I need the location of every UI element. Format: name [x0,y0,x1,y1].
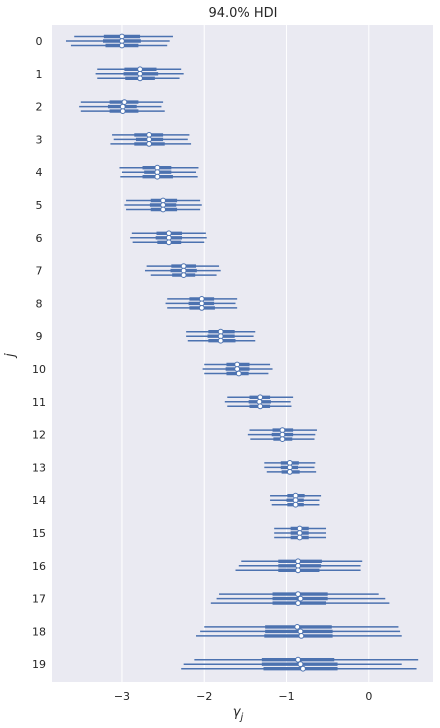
plot-area [52,25,433,682]
grid-lines [121,25,370,682]
median-point [279,436,286,443]
y-tick-label: 6 [36,232,43,245]
median-point [300,665,306,672]
y-tick-label: 18 [32,625,46,638]
median-point [217,337,224,344]
y-tick-label: 14 [32,494,46,507]
x-tick-label: −1 [278,690,294,703]
x-tick-label: 0 [365,690,372,703]
median-point [296,534,303,541]
y-tick-label: 15 [32,527,46,540]
y-tick-label: 1 [36,68,43,81]
median-point [198,305,205,311]
x-tick-label: −3 [114,690,130,703]
x-axis-title: γj [233,705,244,723]
hdi-intervals [65,33,419,672]
y-tick-label: 3 [36,133,43,146]
median-point [295,591,301,597]
y-tick-label: 17 [32,593,46,606]
median-point [235,370,242,377]
chart-title: 94.0% HDI [208,6,277,21]
median-point [146,141,153,147]
median-point [256,398,263,405]
y-tick-label: 2 [36,101,43,114]
median-point [257,394,264,401]
median-point [180,272,187,279]
x-tick-labels: −3 −2 −1 0 [114,690,372,703]
median-point [160,206,166,213]
median-point [297,661,304,668]
y-tick-label: 8 [36,297,43,310]
median-point [294,624,301,630]
median-point [165,239,172,246]
y-tick-label: 9 [36,330,43,343]
x-axis-title-subscript: j [238,712,243,723]
median-point [119,108,126,114]
y-tick-label: 4 [36,166,43,179]
y-tick-label: 5 [36,199,43,212]
y-axis-title: j [3,353,18,359]
y-tick-label: 7 [36,265,43,278]
median-point [295,656,301,663]
y-tick-label: 16 [32,560,46,573]
y-tick-label: 11 [32,396,46,409]
y-tick-label: 19 [32,658,46,671]
median-point [154,173,161,180]
median-point [297,628,304,635]
y-tick-label: 12 [32,429,46,442]
median-point [292,501,299,508]
x-tick-label: −2 [196,690,212,703]
median-point [295,567,301,574]
median-point [297,595,304,602]
median-point [295,600,301,606]
y-tick-label: 13 [32,461,46,474]
median-point [298,633,305,639]
median-point [257,403,264,410]
median-point [119,42,125,49]
y-tick-label: 0 [36,35,43,48]
median-point [137,75,143,82]
y-tick-label: 10 [32,363,46,376]
x-axis-title-main: γ [233,705,242,720]
median-point [286,469,293,475]
